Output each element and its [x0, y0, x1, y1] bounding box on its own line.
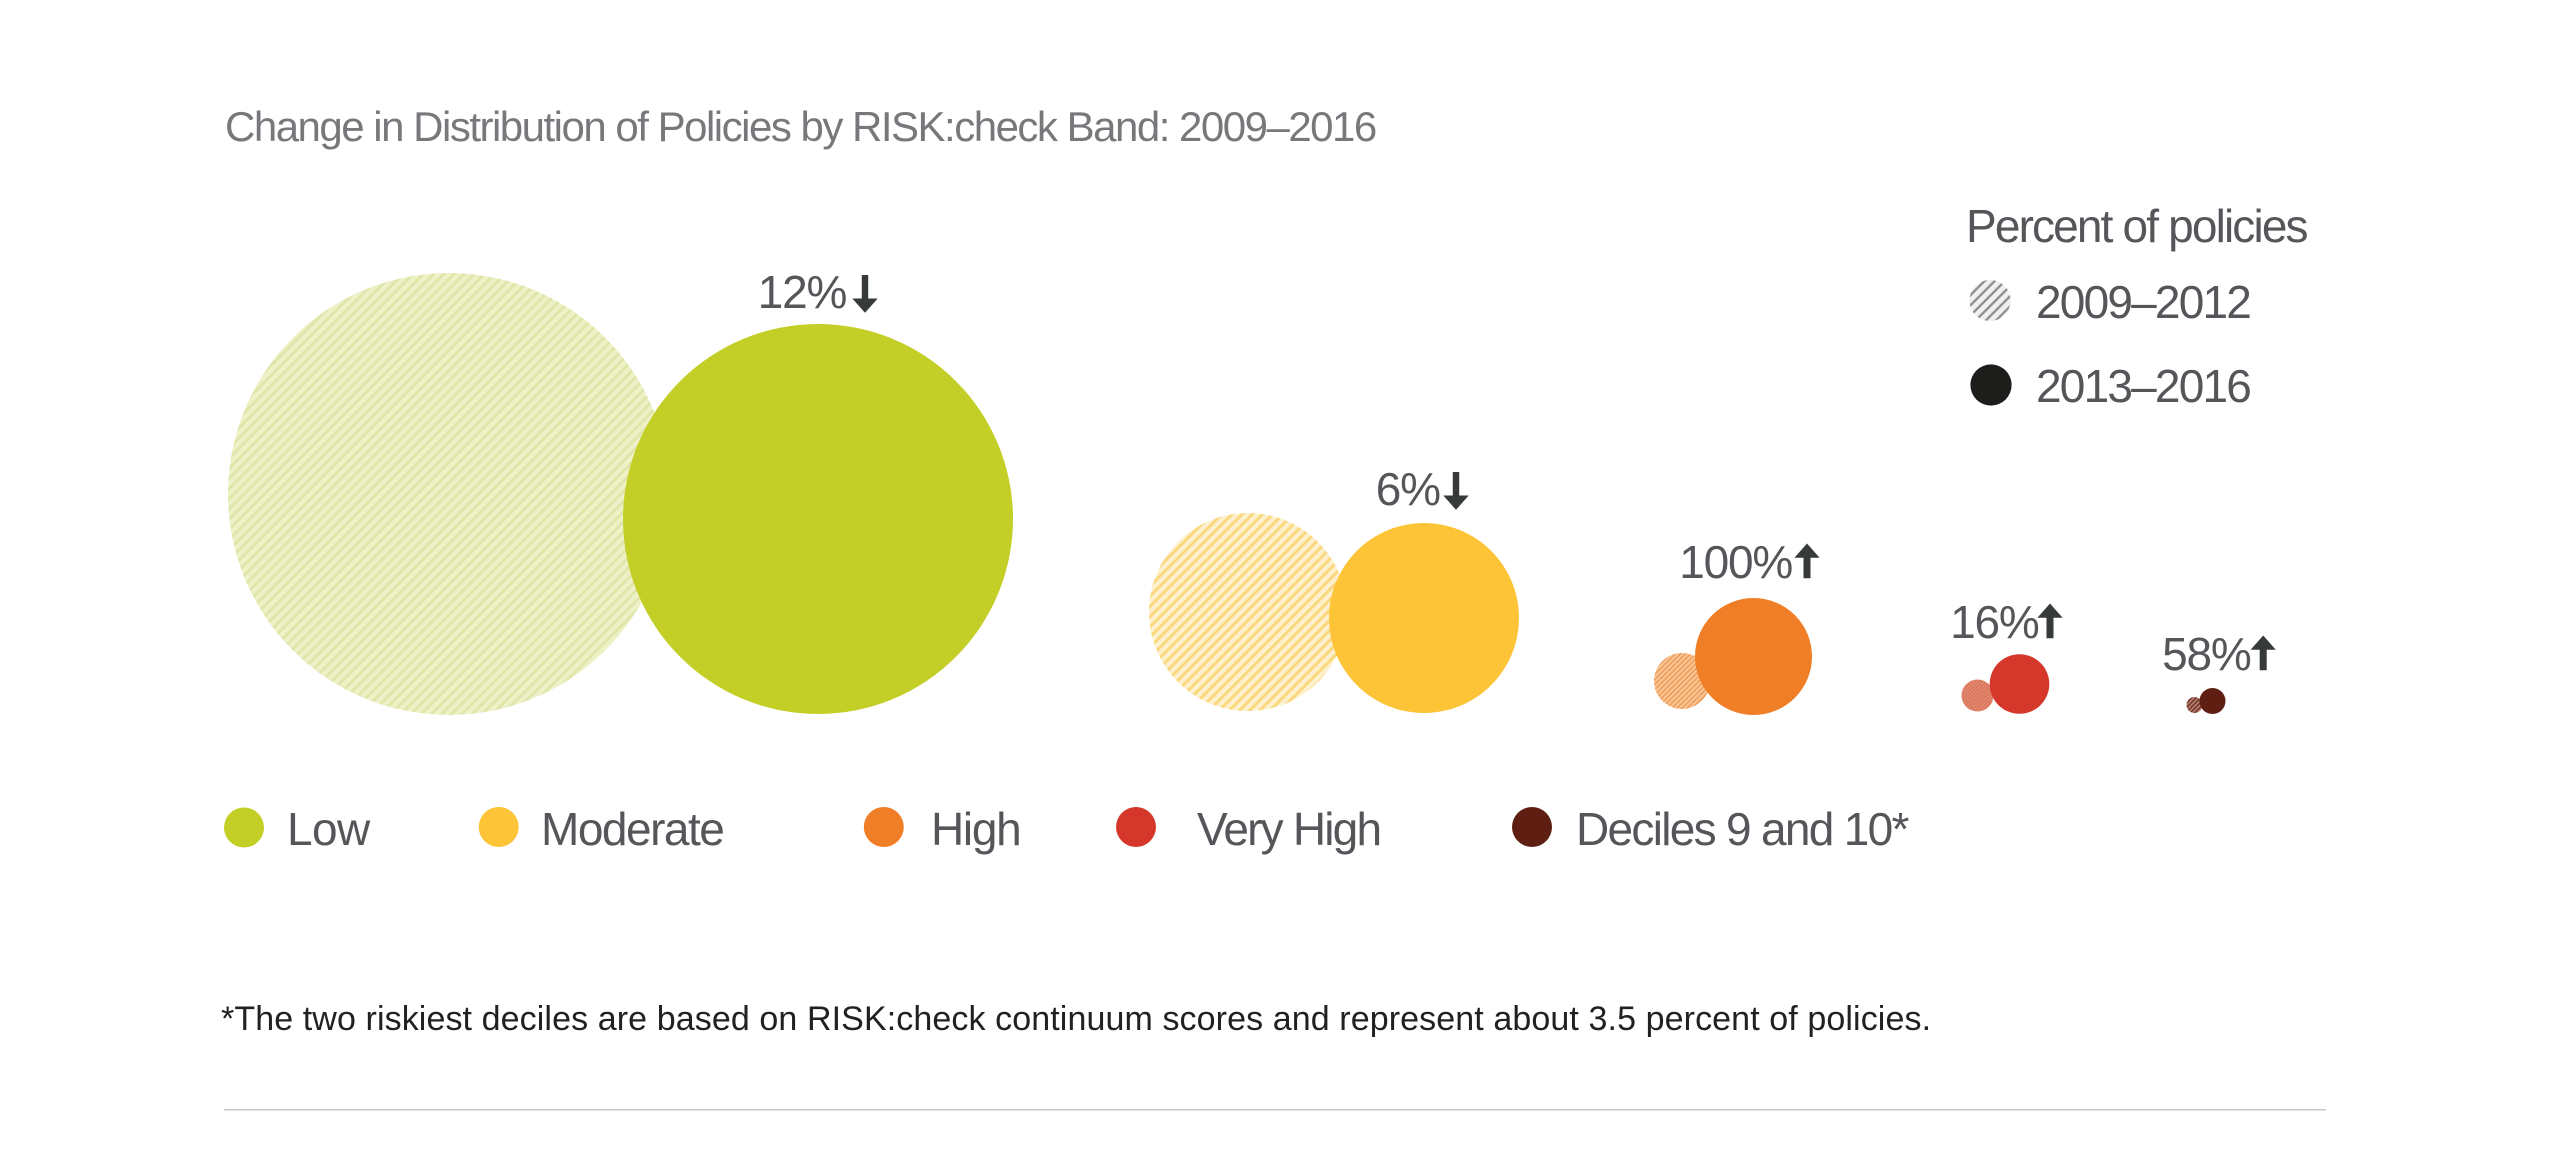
svg-text:2013–2016: 2013–2016	[2036, 360, 2250, 412]
svg-text:Deciles 9 and 10*: Deciles 9 and 10*	[1576, 803, 1909, 855]
svg-text:Moderate: Moderate	[541, 803, 723, 855]
svg-text:Very High: Very High	[1197, 803, 1380, 855]
svg-text:58%: 58%	[2162, 628, 2251, 680]
svg-text:6%: 6%	[1376, 463, 1440, 515]
svg-text:High: High	[931, 803, 1020, 855]
svg-text:2009–2012: 2009–2012	[2036, 276, 2250, 328]
svg-text:12%: 12%	[758, 266, 847, 318]
svg-text:Percent of policies: Percent of policies	[1966, 200, 2308, 252]
svg-text:100%: 100%	[1679, 536, 1792, 588]
svg-text:Change in Distribution of Poli: Change in Distribution of Policies by RI…	[225, 103, 1376, 150]
svg-text:16%: 16%	[1950, 596, 2039, 648]
svg-text:Low: Low	[287, 803, 371, 855]
svg-text:*The two riskiest deciles are: *The two riskiest deciles are based on R…	[221, 1000, 1931, 1038]
